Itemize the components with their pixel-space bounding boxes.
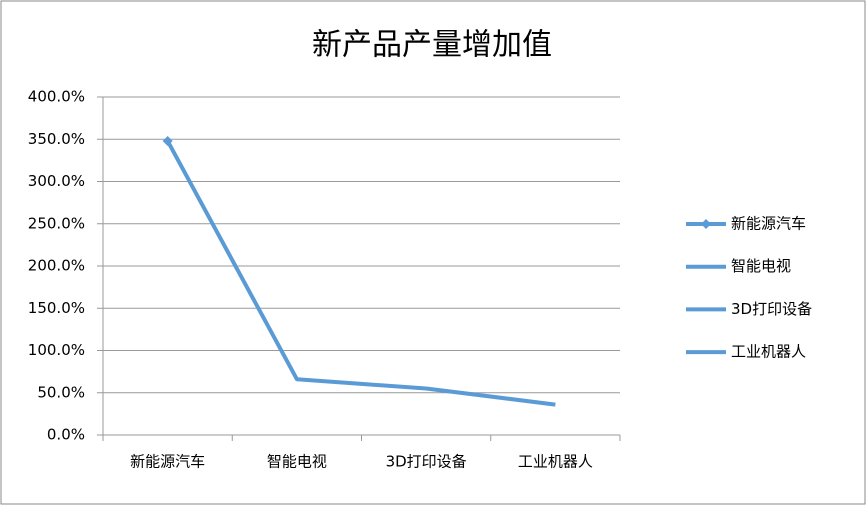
legend-label: 3D打印设备: [731, 300, 812, 318]
y-tick-label: 200.0%: [28, 257, 85, 275]
y-tick-label: 300.0%: [28, 172, 85, 190]
legend-label: 新能源汽车: [731, 215, 806, 233]
marker: [162, 135, 173, 146]
x-tick-label: 新能源汽车: [130, 453, 205, 471]
y-tick-label: 100.0%: [28, 341, 85, 359]
y-tick-label: 0.0%: [47, 426, 85, 444]
legend-label: 智能电视: [731, 257, 791, 275]
x-tick-label: 工业机器人: [518, 453, 593, 471]
line-series: [165, 139, 556, 407]
marker: [701, 219, 711, 229]
x-tick-label: 3D打印设备: [386, 453, 467, 471]
chart-title: 新产品产量增加值: [312, 28, 552, 63]
y-tick-label: 400.0%: [28, 88, 85, 106]
y-tick-label: 250.0%: [28, 214, 85, 232]
y-tick-label: 350.0%: [28, 130, 85, 148]
y-tick-label: 150.0%: [28, 299, 85, 317]
x-tick-label: 智能电视: [267, 453, 327, 471]
legend-label: 工业机器人: [731, 343, 806, 361]
y-tick-label: 50.0%: [37, 383, 85, 401]
